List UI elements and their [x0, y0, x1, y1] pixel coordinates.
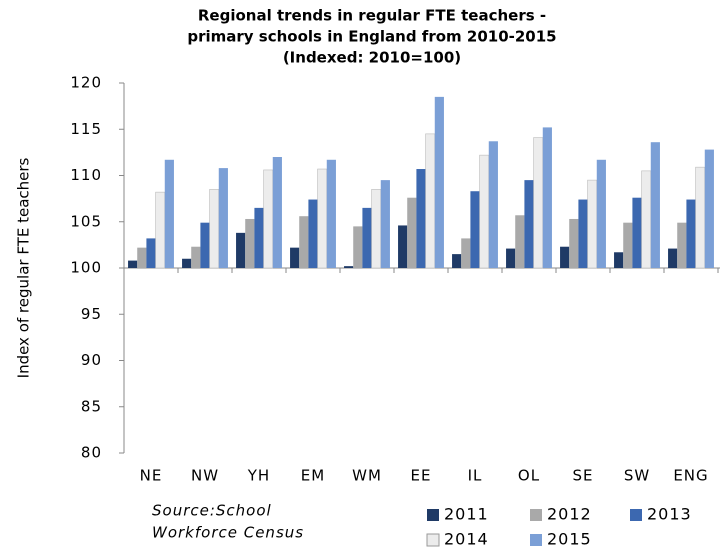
x-tick-label: NE: [140, 467, 163, 485]
chart-title: Regional trends in regular FTE teachers …: [198, 7, 546, 25]
bar: [191, 246, 201, 268]
bar: [533, 137, 544, 269]
y-tick-label: 105: [70, 212, 102, 230]
bar: [326, 159, 336, 268]
x-tick-label: IL: [468, 467, 483, 485]
bar: [371, 189, 382, 269]
y-tick-label: 85: [81, 397, 102, 415]
bar: [677, 222, 687, 268]
legend-swatch: [530, 509, 542, 521]
x-tick-label: OL: [518, 467, 540, 485]
bar: [695, 166, 706, 269]
legend-swatch: [426, 533, 440, 547]
x-tick-label: SE: [573, 467, 594, 485]
x-tick-label: ENG: [673, 467, 708, 485]
bar: [614, 252, 624, 268]
bar: [263, 169, 274, 269]
bar: [299, 216, 309, 268]
chart-title: primary schools in England from 2010-201…: [187, 28, 556, 46]
bar: [515, 215, 525, 268]
legend-swatch: [530, 534, 542, 546]
bar: [704, 149, 714, 268]
bar: [137, 247, 147, 268]
legend-label: 2013: [647, 505, 692, 524]
bar: [317, 168, 328, 269]
bar: [488, 141, 498, 268]
bar: [200, 222, 210, 268]
y-tick-label: 100: [70, 259, 102, 277]
source-note: Source:School: [152, 502, 272, 520]
x-tick-label: YH: [247, 467, 270, 485]
x-tick-label: EM: [301, 467, 325, 485]
bar: [272, 157, 282, 268]
bar: [632, 197, 642, 268]
bar: [380, 180, 390, 268]
bar: [542, 127, 552, 269]
legend-swatch: [427, 509, 439, 521]
bar: [362, 207, 372, 268]
bar: [641, 170, 652, 269]
bar: [245, 218, 255, 268]
legend-label: 2015: [547, 530, 592, 548]
bar: [470, 191, 480, 268]
bar: [308, 199, 318, 268]
source-note: Workforce Census: [152, 524, 304, 542]
bar: [290, 247, 300, 268]
bar: [560, 246, 570, 268]
bar: [434, 96, 444, 268]
bar: [407, 197, 417, 268]
y-tick-label: 95: [81, 305, 102, 323]
bar: [155, 191, 166, 269]
bar: [218, 168, 228, 268]
chart-title: (Indexed: 2010=100): [283, 49, 461, 67]
bar: [578, 199, 588, 268]
bar: [398, 225, 408, 268]
bar: [569, 218, 579, 268]
legend-label: 2014: [444, 530, 489, 548]
bar: [416, 169, 426, 268]
bar: [236, 232, 246, 268]
bar: [254, 207, 264, 268]
bar: [686, 199, 696, 268]
y-tick-label: 120: [70, 74, 102, 92]
bar: [344, 266, 354, 268]
legend-label: 2011: [444, 505, 489, 524]
bar: [209, 189, 220, 269]
bar: [623, 222, 633, 268]
x-tick-label: EE: [411, 467, 432, 485]
legend-swatch: [630, 509, 642, 521]
bar: [353, 226, 363, 268]
bar: [524, 180, 534, 268]
bar: [452, 254, 462, 268]
y-axis-title: Index of regular FTE teachers: [15, 157, 33, 378]
bar: [461, 238, 471, 268]
bar: [587, 179, 598, 269]
bar: [146, 238, 156, 268]
x-tick-label: SW: [624, 467, 650, 485]
bar: [668, 248, 678, 268]
bar: [164, 159, 174, 268]
bar: [596, 159, 606, 268]
bar: [650, 142, 660, 268]
x-tick-label: NW: [191, 467, 219, 485]
y-tick-label: 110: [70, 166, 102, 184]
bar: [425, 133, 436, 269]
legend-label: 2012: [547, 505, 592, 524]
bar: [182, 258, 192, 268]
y-tick-label: 90: [81, 351, 102, 369]
x-tick-label: WM: [352, 467, 382, 485]
bar: [506, 248, 516, 268]
bar: [128, 260, 138, 268]
y-tick-label: 80: [81, 444, 102, 462]
bar: [479, 154, 490, 269]
y-tick-label: 115: [70, 120, 102, 138]
